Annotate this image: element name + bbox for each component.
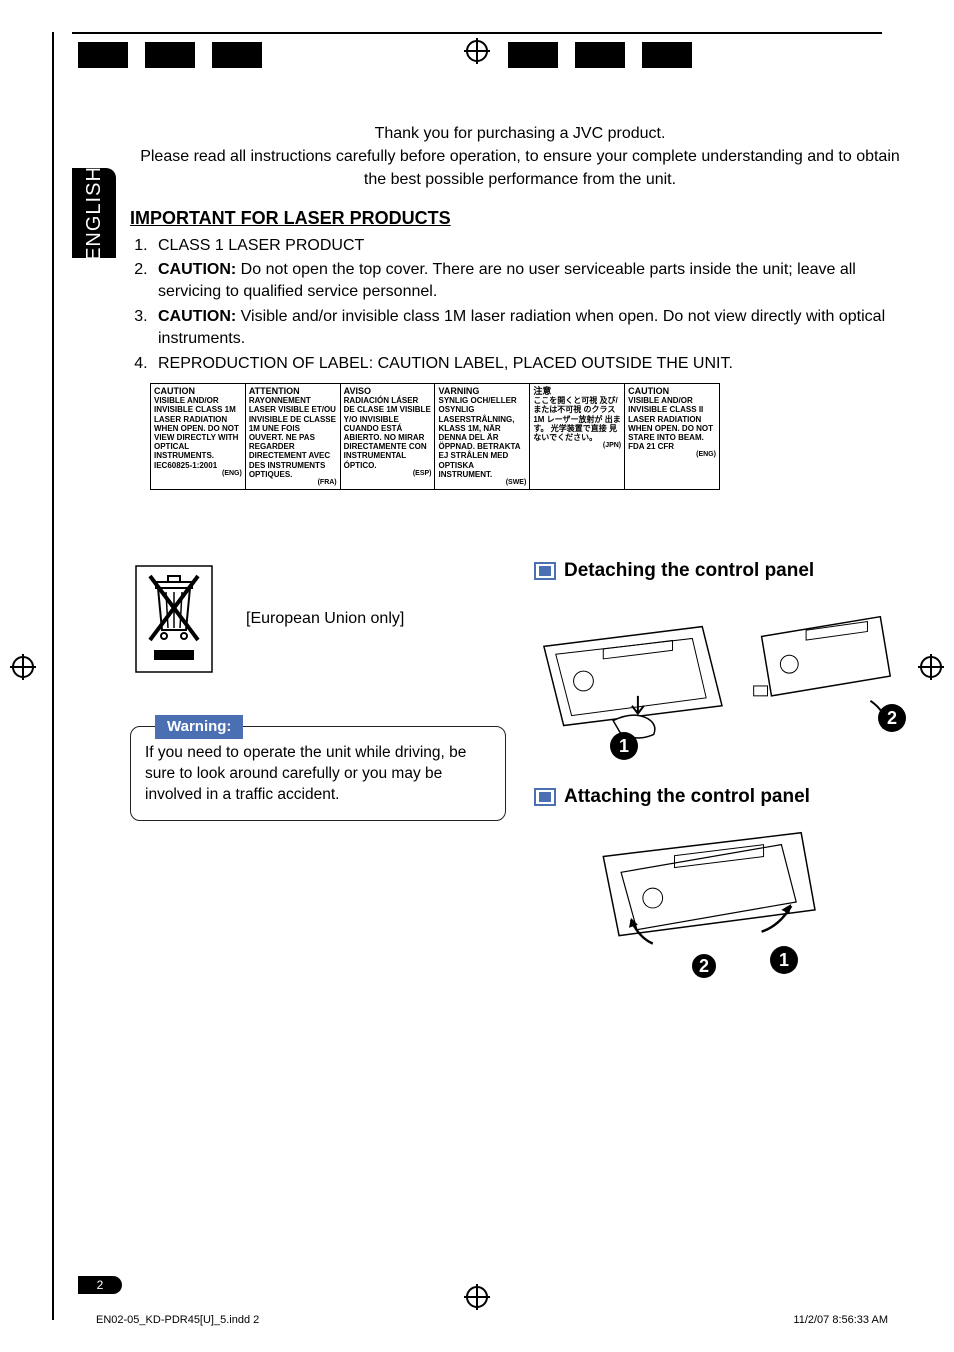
warning-tag: Warning: (155, 715, 243, 739)
attach-illustration: 1 2 (534, 822, 910, 982)
printer-bar (78, 42, 128, 68)
page-number: 2 (78, 1276, 122, 1294)
lower-columns: [European Union only] Warning: If you ne… (130, 560, 910, 1002)
language-tab-text: ENGLISH (83, 166, 106, 261)
printer-bar (575, 42, 625, 68)
step-number-1: 1 (610, 732, 638, 760)
footer-file: EN02-05_KD-PDR45[U]_5.indd 2 (96, 1314, 259, 1326)
attach-heading: Attaching the control panel (534, 786, 910, 808)
language-tab: ENGLISH (72, 168, 116, 258)
step-number-2: 2 (878, 704, 906, 732)
laser-item: REPRODUCTION OF LABEL: CAUTION LABEL, PL… (152, 353, 910, 375)
thank-line-1: Thank you for purchasing a JVC product. (130, 122, 910, 145)
crop-mark (52, 32, 54, 1320)
caution-label-col: CAUTION VISIBLE AND/OR INVISIBLE CLASS I… (625, 384, 719, 489)
printer-bar (145, 42, 195, 68)
footer-timestamp: 11/2/07 8:56:33 AM (793, 1314, 888, 1326)
laser-item: CAUTION: Visible and/or invisible class … (152, 306, 910, 351)
registration-mark (920, 656, 942, 678)
caution-label-table: CAUTION VISIBLE AND/OR INVISIBLE CLASS 1… (150, 383, 720, 490)
warning-box: Warning: If you need to operate the unit… (130, 726, 506, 821)
thank-line-2: Please read all instructions carefully b… (130, 145, 910, 191)
registration-mark (466, 40, 488, 62)
registration-mark (12, 656, 34, 678)
attach-title: Attaching the control panel (564, 786, 810, 808)
laser-item: CLASS 1 LASER PRODUCT (152, 235, 910, 257)
weee-note: [European Union only] (246, 610, 404, 628)
intro-text: Thank you for purchasing a JVC product. … (130, 122, 910, 192)
registration-mark (466, 1286, 488, 1308)
printer-bar (212, 42, 262, 68)
section-bullet-icon (534, 788, 556, 806)
caution-label-col: ATTENTION RAYONNEMENT LASER VISIBLE ET/O… (246, 384, 341, 489)
caution-label-col: 注意 ここを開くと可視 及び/または不可視 のクラス1M レーザー放射が 出ます… (530, 384, 625, 489)
detach-title: Detaching the control panel (564, 560, 814, 582)
section-bullet-icon (534, 562, 556, 580)
caution-label-col: AVISO RADIACIÓN LÁSER DE CLASE 1M VISIBL… (341, 384, 436, 489)
step-number-1: 1 (770, 946, 798, 974)
weee-block: [European Union only] (130, 560, 506, 678)
laser-list: CLASS 1 LASER PRODUCT CAUTION: Do not op… (152, 235, 910, 375)
main-content: Thank you for purchasing a JVC product. … (130, 122, 910, 490)
caution-label-col: CAUTION VISIBLE AND/OR INVISIBLE CLASS 1… (151, 384, 246, 489)
print-footer: EN02-05_KD-PDR45[U]_5.indd 2 11/2/07 8:5… (96, 1314, 888, 1326)
right-column: Detaching the control panel (534, 560, 910, 1002)
caution-label-col: VARNING SYNLIG OCH/ELLER OSYNLIG LASERST… (435, 384, 530, 489)
laser-item: CAUTION: Do not open the top cover. Ther… (152, 259, 910, 304)
warning-text: If you need to operate the unit while dr… (145, 743, 491, 806)
left-column: [European Union only] Warning: If you ne… (130, 560, 506, 1002)
printer-bar (642, 42, 692, 68)
crop-mark (72, 32, 882, 34)
printer-bar (508, 42, 558, 68)
weee-bin-icon (130, 560, 218, 678)
laser-heading: IMPORTANT FOR LASER PRODUCTS (130, 208, 910, 229)
step-number-2: 2 (690, 952, 718, 980)
detach-illustration: 1 2 (534, 596, 910, 766)
detach-heading: Detaching the control panel (534, 560, 910, 582)
